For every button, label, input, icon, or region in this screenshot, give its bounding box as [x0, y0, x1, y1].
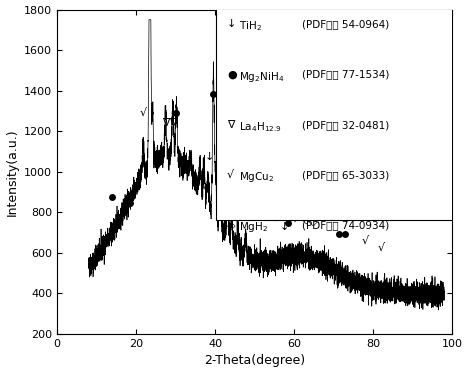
Text: √: √ [273, 213, 280, 223]
Text: ◇: ◇ [223, 160, 232, 170]
Text: ↓: ↓ [205, 152, 214, 162]
Y-axis label: Intensity(a.u.): Intensity(a.u.) [6, 128, 19, 216]
X-axis label: 2-Theta(degree): 2-Theta(degree) [204, 354, 305, 367]
Text: ∇: ∇ [243, 183, 250, 193]
Text: √: √ [139, 108, 147, 118]
Text: √: √ [227, 170, 234, 180]
Text: La$_4$H$_{12.9}$: La$_4$H$_{12.9}$ [239, 120, 281, 134]
Text: MgH$_2$: MgH$_2$ [239, 220, 268, 235]
Text: MgCu$_2$: MgCu$_2$ [239, 170, 274, 184]
Text: TiH$_2$: TiH$_2$ [239, 19, 262, 33]
Text: Mg$_2$NiH$_4$: Mg$_2$NiH$_4$ [239, 70, 284, 84]
Text: (PDF卡号 77-1534): (PDF卡号 77-1534) [302, 70, 389, 79]
Text: (PDF卡号 74-0934): (PDF卡号 74-0934) [302, 220, 389, 231]
Text: √: √ [200, 181, 207, 191]
Text: (PDF卡号 32-0481): (PDF卡号 32-0481) [302, 120, 389, 130]
Text: ∇: ∇ [162, 118, 169, 128]
Text: ↓: ↓ [228, 172, 237, 182]
Text: √: √ [377, 243, 384, 253]
Text: ↓: ↓ [279, 222, 289, 232]
Text: √: √ [291, 214, 299, 224]
Text: ∇: ∇ [169, 118, 176, 128]
Text: (PDF卡号 54-0964): (PDF卡号 54-0964) [302, 19, 389, 29]
Text: √: √ [361, 235, 369, 245]
Text: ∇: ∇ [227, 120, 234, 130]
Text: ↓: ↓ [227, 19, 236, 29]
FancyBboxPatch shape [216, 8, 453, 220]
Text: ●: ● [227, 70, 237, 79]
Text: ◇: ◇ [309, 217, 317, 226]
Text: (PDF卡号 65-3033): (PDF卡号 65-3033) [302, 170, 389, 180]
Text: ◇: ◇ [301, 215, 310, 225]
Text: ◇: ◇ [227, 220, 235, 231]
Text: √: √ [217, 130, 224, 140]
Text: ∇: ∇ [235, 183, 242, 193]
